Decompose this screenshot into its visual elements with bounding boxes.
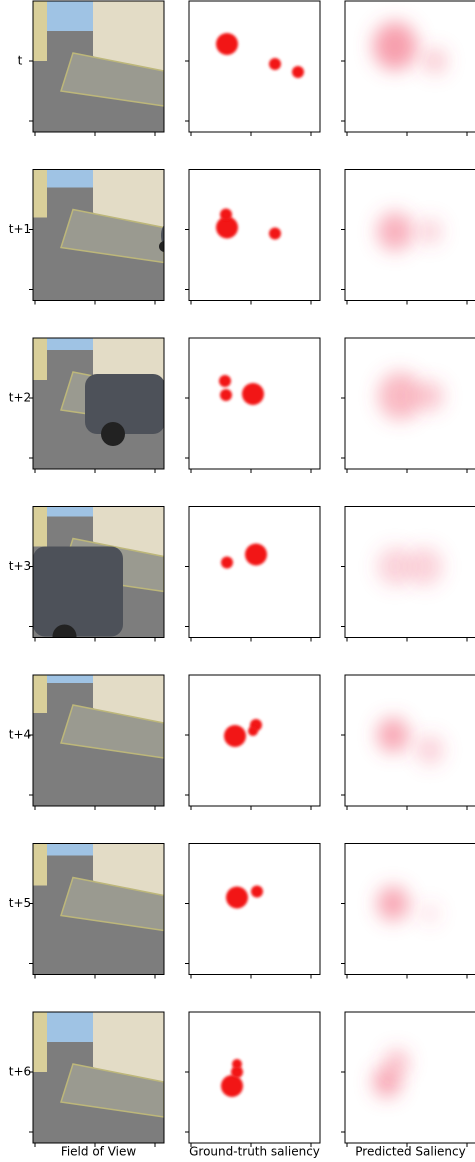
pred-blob — [385, 1049, 409, 1075]
pred-blob — [377, 886, 409, 921]
figure: t t+1 t+2 t+3 t+4 t+5 t+6 Field of View Ground-t… — [0, 0, 475, 1162]
page: t t+1 t+2 t+3 t+4 t+5 t+6 Field of View Ground-t… — [0, 0, 475, 1162]
gt-panel — [189, 170, 320, 301]
row-label: t+6 — [9, 1065, 31, 1079]
scene — [33, 1012, 164, 1143]
gt-blob — [221, 1075, 243, 1097]
car — [85, 374, 165, 434]
building-left — [33, 1012, 47, 1072]
gt-blob — [242, 383, 264, 405]
pred-panel — [345, 844, 475, 975]
pred-panel — [345, 1012, 475, 1143]
car-wheel — [101, 422, 125, 446]
pred-panel — [345, 1, 475, 132]
pred-blob — [378, 372, 422, 420]
gt-panel — [189, 1012, 320, 1143]
building-left — [33, 675, 47, 713]
column-label: Ground-truth saliency — [189, 1145, 320, 1159]
scene — [33, 170, 171, 301]
gt-blob — [269, 228, 281, 240]
gt-blob — [226, 887, 248, 909]
row: t — [18, 1, 475, 136]
pred-blob — [416, 381, 444, 412]
gt-blob — [221, 557, 233, 569]
pred-blob — [407, 547, 443, 587]
row: t+1 — [9, 170, 475, 305]
row: t+5 — [9, 844, 475, 979]
car-wheel — [53, 625, 77, 649]
row: t+2 — [9, 338, 475, 473]
pred-blob — [377, 717, 409, 752]
gt-blob — [216, 33, 238, 55]
pred-blob — [373, 22, 417, 70]
building-left — [33, 170, 47, 218]
gt-blob — [248, 726, 258, 736]
pred-blob — [416, 735, 444, 766]
gt-panel — [189, 675, 320, 806]
pred-blob — [377, 212, 413, 252]
row: t+3 — [9, 507, 475, 649]
scene — [33, 844, 164, 975]
gt-blob — [224, 725, 246, 747]
row-label: t — [18, 54, 23, 68]
gt-blob — [220, 209, 232, 221]
pred-blob — [420, 903, 440, 925]
row-label: t+2 — [9, 391, 31, 405]
scene — [33, 675, 164, 806]
gt-blob — [232, 1059, 242, 1069]
gt-blob — [292, 66, 304, 78]
gt-blob — [251, 886, 263, 898]
scene — [33, 1, 164, 132]
pred-panel — [345, 675, 475, 806]
gt-blob — [245, 544, 267, 566]
car — [33, 547, 123, 637]
pred-blob — [418, 218, 442, 244]
column-label: Predicted Saliency — [355, 1145, 465, 1159]
row-label: t+3 — [9, 559, 31, 573]
building-left — [33, 1, 47, 61]
row: t+6 — [9, 1012, 475, 1147]
gt-blob — [220, 389, 232, 401]
building-left — [33, 338, 47, 380]
row-label: t+4 — [9, 728, 31, 742]
building-left — [33, 507, 47, 547]
building-left — [33, 844, 47, 886]
gt-blob — [219, 375, 231, 387]
scene — [33, 338, 165, 469]
column-label: Field of View — [61, 1145, 137, 1159]
row-label: t+1 — [9, 222, 31, 236]
pred-blob — [423, 48, 447, 74]
gt-panel — [189, 844, 320, 975]
scene — [33, 507, 164, 649]
gt-blob — [269, 58, 281, 70]
gt-panel — [189, 507, 320, 638]
row: t+4 — [9, 675, 475, 810]
row-label: t+5 — [9, 896, 31, 910]
